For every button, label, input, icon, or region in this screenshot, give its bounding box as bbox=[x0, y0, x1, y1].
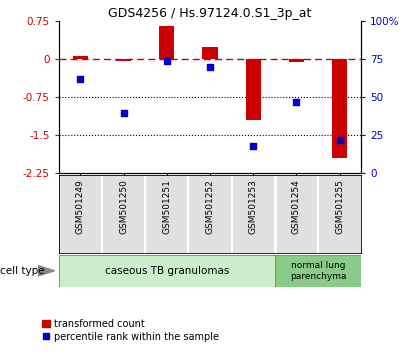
Bar bbox=[246, 59, 261, 120]
Point bbox=[250, 143, 257, 149]
Bar bbox=[332, 59, 347, 158]
Text: GSM501249: GSM501249 bbox=[76, 179, 85, 234]
Point bbox=[120, 110, 127, 115]
Point bbox=[207, 64, 213, 70]
Text: GSM501252: GSM501252 bbox=[205, 179, 215, 234]
Legend: transformed count, percentile rank within the sample: transformed count, percentile rank withi… bbox=[39, 315, 223, 346]
Text: GSM501250: GSM501250 bbox=[119, 179, 128, 234]
Text: GSM501251: GSM501251 bbox=[162, 179, 171, 234]
Bar bbox=[159, 26, 174, 59]
Text: GSM501253: GSM501253 bbox=[249, 179, 258, 234]
Title: GDS4256 / Hs.97124.0.S1_3p_at: GDS4256 / Hs.97124.0.S1_3p_at bbox=[108, 7, 312, 20]
Bar bbox=[275, 255, 361, 287]
Text: normal lung
parenchyma: normal lung parenchyma bbox=[290, 261, 346, 280]
Text: caseous TB granulomas: caseous TB granulomas bbox=[105, 266, 229, 276]
Point bbox=[77, 76, 84, 82]
Point bbox=[293, 99, 300, 105]
Text: GSM501254: GSM501254 bbox=[292, 179, 301, 234]
Bar bbox=[202, 47, 218, 59]
Polygon shape bbox=[38, 266, 55, 276]
Bar bbox=[116, 59, 131, 61]
Bar bbox=[73, 56, 88, 59]
Point bbox=[163, 58, 170, 64]
Text: GSM501255: GSM501255 bbox=[335, 179, 344, 234]
Point bbox=[336, 137, 343, 143]
Text: cell type: cell type bbox=[0, 266, 45, 276]
Bar bbox=[59, 255, 275, 287]
Bar bbox=[289, 59, 304, 62]
